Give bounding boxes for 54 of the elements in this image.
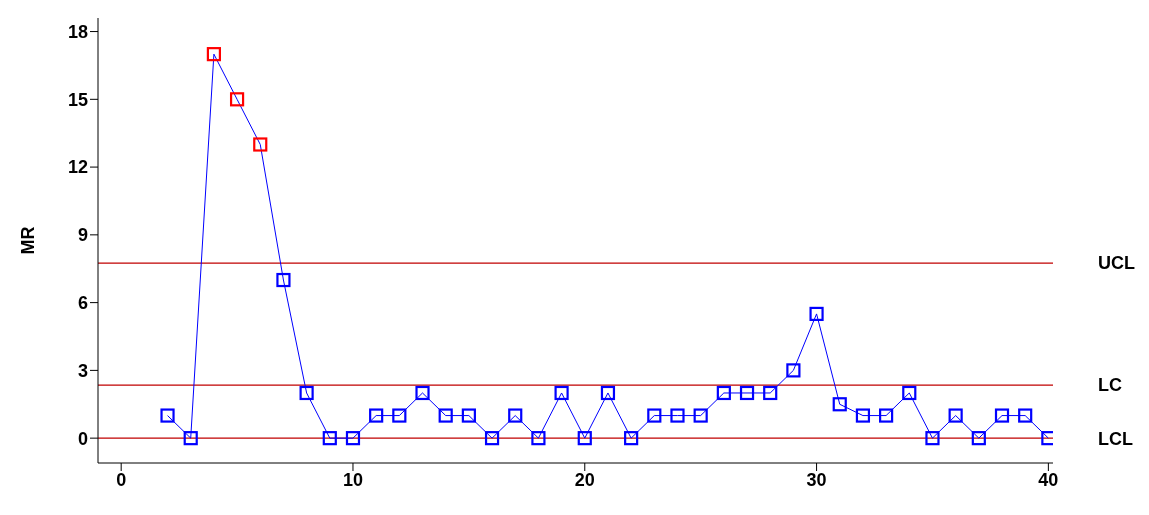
point — [299, 385, 314, 401]
y-tick-label: 9 — [77, 225, 88, 246]
y-tick-label: 15 — [67, 89, 88, 110]
y-axis-title: MR — [18, 226, 39, 255]
point — [693, 408, 708, 423]
point — [322, 431, 337, 446]
y-tick-label: 3 — [77, 360, 88, 381]
point — [554, 385, 569, 401]
point — [508, 408, 523, 423]
point — [763, 385, 778, 401]
point — [531, 431, 546, 446]
point — [624, 431, 639, 446]
point — [902, 385, 917, 401]
point — [577, 431, 592, 446]
x-tick-label: 30 — [806, 469, 827, 490]
point — [276, 272, 291, 288]
point — [600, 385, 616, 401]
point — [160, 408, 175, 423]
point — [948, 408, 963, 423]
point — [994, 408, 1010, 423]
y-tick-label: 12 — [67, 157, 88, 178]
point — [670, 408, 685, 423]
point — [345, 431, 361, 446]
point — [739, 385, 755, 401]
point — [206, 47, 221, 62]
point — [809, 306, 824, 322]
point — [229, 92, 245, 107]
x-tick-label: 40 — [1038, 469, 1059, 490]
x-tick-label: 0 — [116, 469, 127, 490]
point — [925, 431, 940, 446]
point — [1018, 408, 1033, 423]
point — [832, 397, 847, 412]
point — [647, 408, 662, 423]
point — [369, 408, 384, 423]
ref-line-label: LC — [1098, 375, 1122, 396]
x-tick-label: 10 — [342, 469, 363, 490]
y-tick-label: 0 — [77, 428, 88, 449]
point — [716, 385, 731, 401]
point — [438, 408, 453, 423]
point — [484, 431, 500, 446]
point — [971, 431, 986, 446]
point — [461, 408, 476, 423]
ref-line-label: LCL — [1098, 428, 1133, 449]
ref-line-label: UCL — [1098, 253, 1135, 274]
point — [415, 385, 430, 401]
point — [253, 137, 268, 152]
y-tick-label: 6 — [77, 293, 88, 314]
point — [786, 363, 801, 378]
y-tick-label: 18 — [67, 21, 88, 42]
point — [879, 408, 894, 423]
point — [183, 431, 198, 446]
point — [855, 408, 871, 423]
point — [392, 408, 407, 423]
x-tick-label: 20 — [574, 469, 595, 490]
